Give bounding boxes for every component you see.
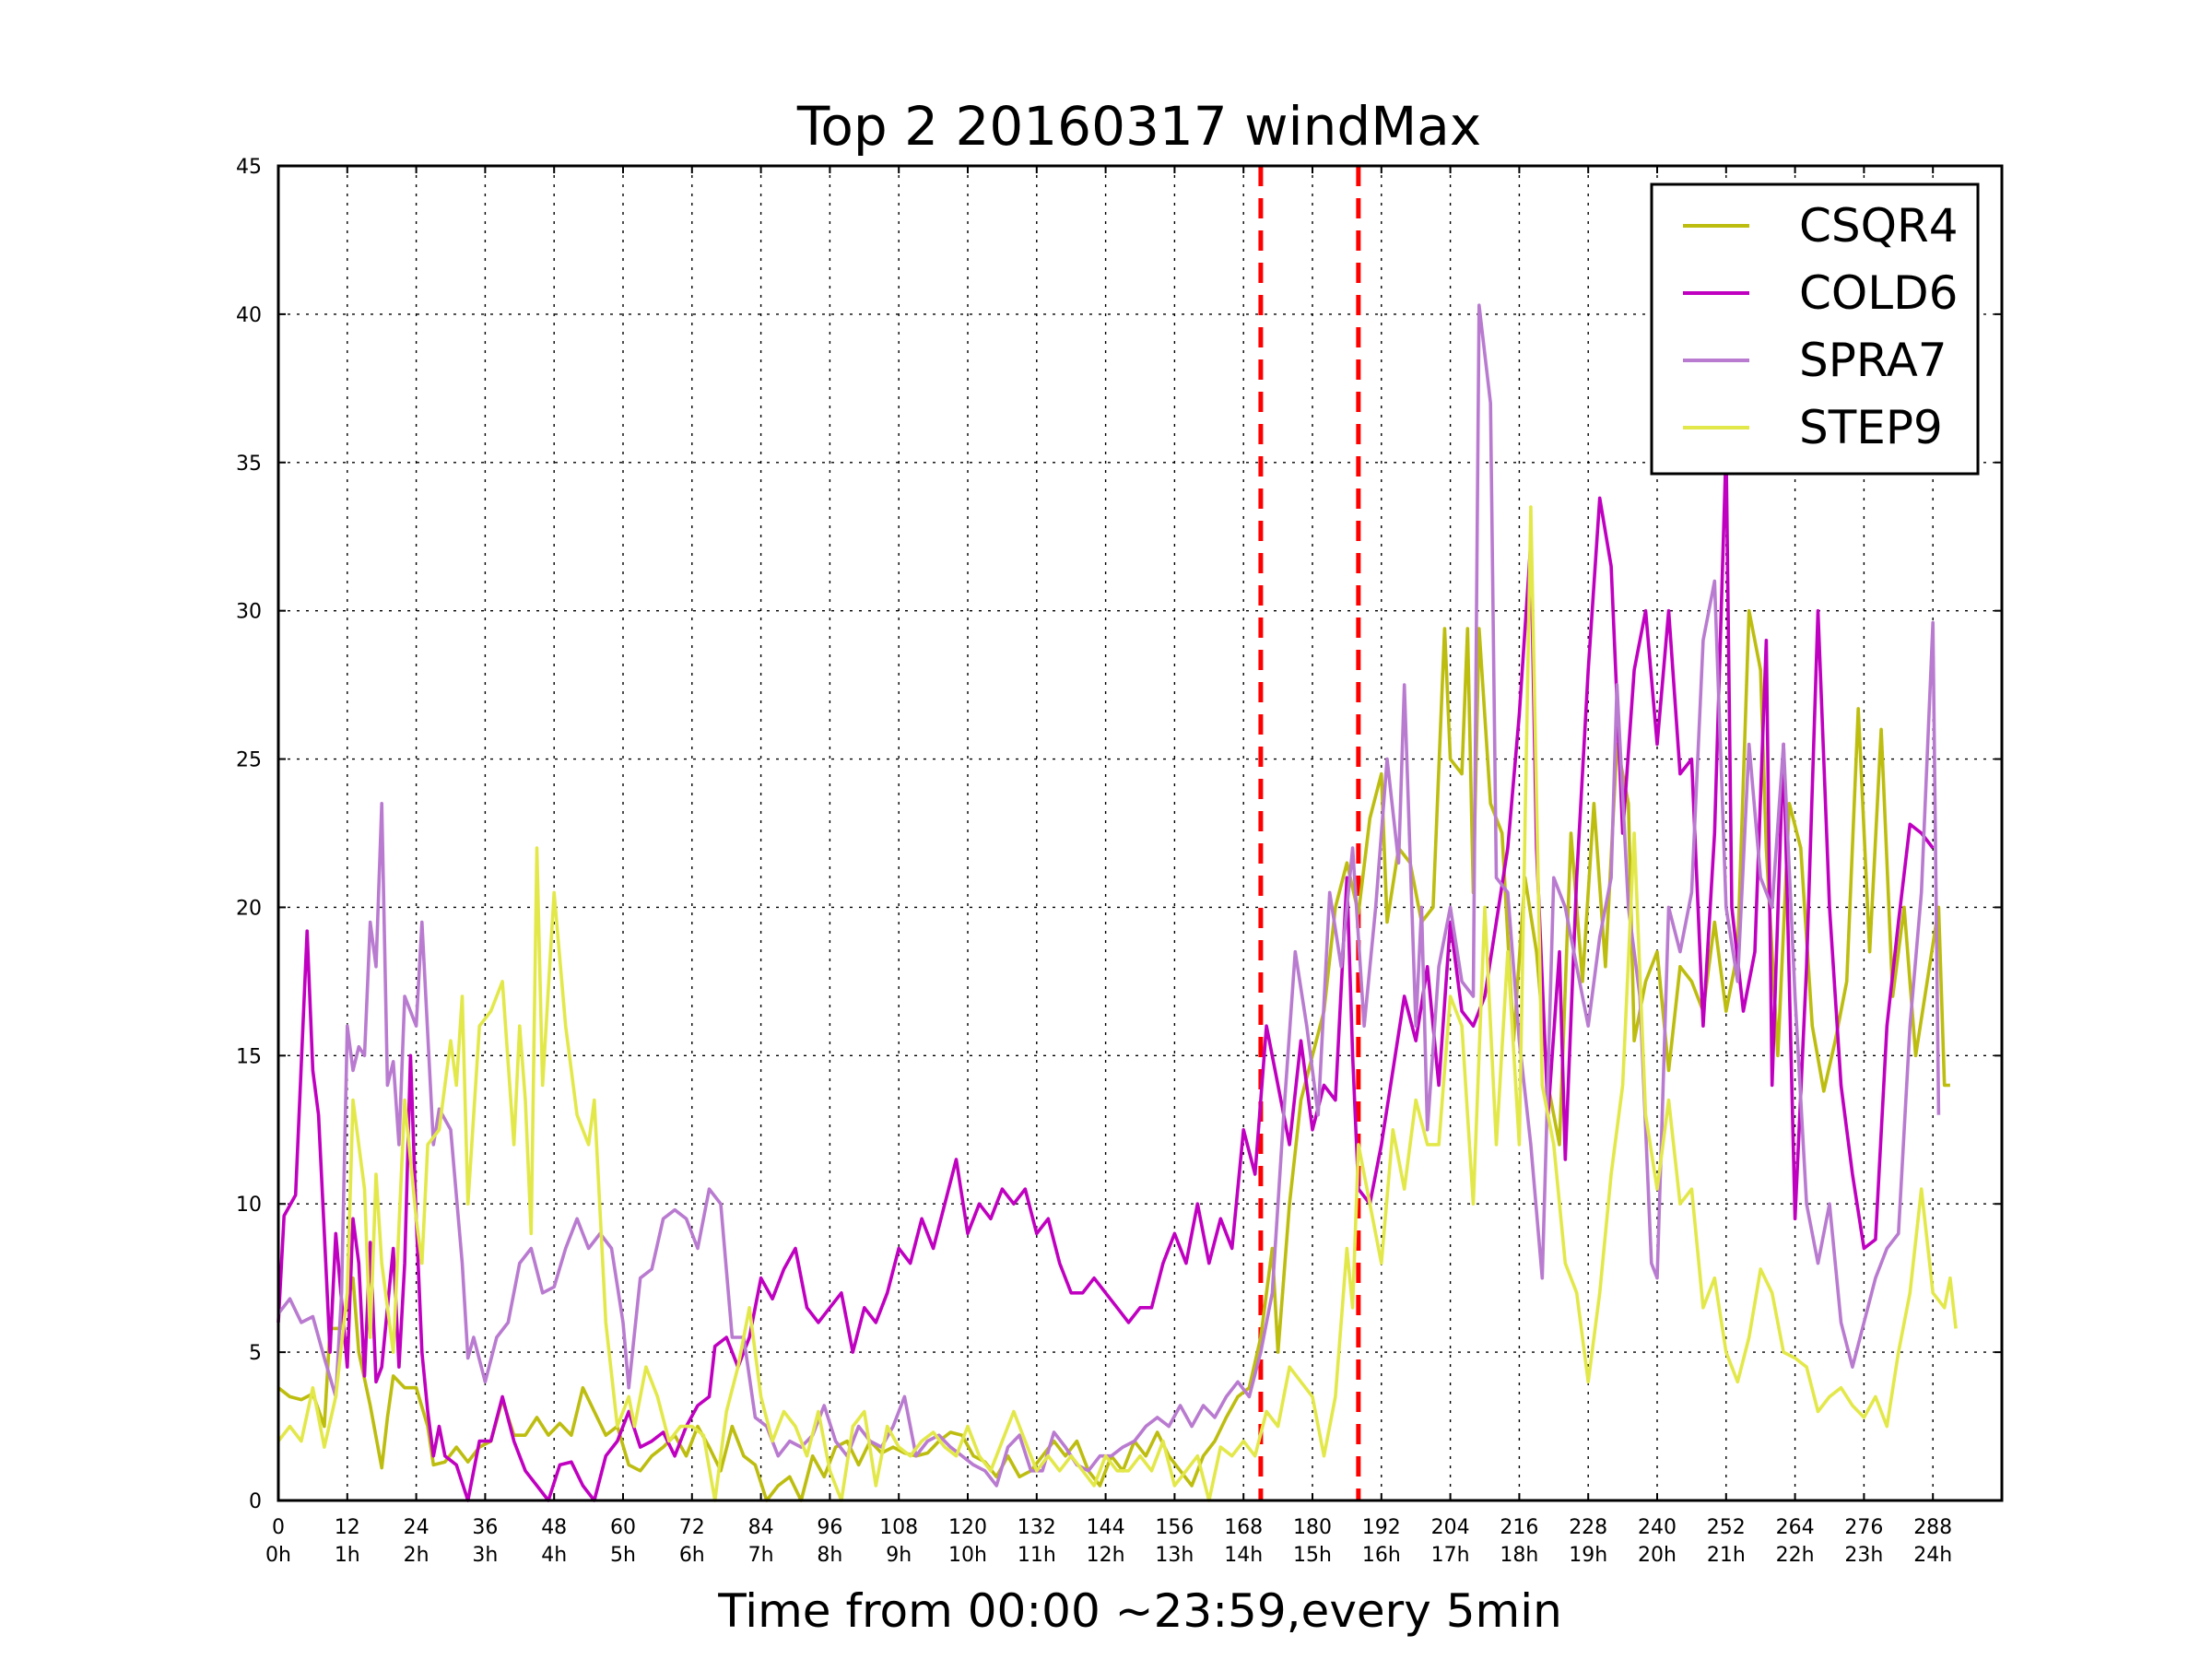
legend-label-cold6: COLD6 [1799,266,1958,320]
series-line-spra7 [276,303,1941,1488]
x-axis-label: Time from 00:00 ~23:59,every 5min [717,1584,1562,1638]
series-line-step9 [276,505,1958,1502]
x-tick-sublabel: 19h [1569,1544,1607,1567]
y-axis-ticks: 0 5 10 15 20 25 30 35 40 45 [236,156,2002,1513]
x-tick-label: 192 [1362,1516,1401,1539]
x-tick-sublabel: 9h [886,1544,912,1567]
x-tick-label: 132 [1018,1516,1056,1539]
x-tick-sublabel: 18h [1500,1544,1538,1567]
legend-label-spra7: SPRA7 [1799,334,1947,387]
x-tick-sublabel: 20h [1638,1544,1677,1567]
x-tick-sublabel: 13h [1155,1544,1194,1567]
x-tick-label: 276 [1844,1516,1883,1539]
vertical-marker-layer [1258,166,1361,1500]
x-tick-label: 252 [1707,1516,1746,1539]
x-tick-sublabel: 12h [1087,1544,1125,1567]
x-tick-sublabel: 16h [1362,1544,1401,1567]
x-tick-label: 36 [472,1516,498,1539]
x-tick-sublabel: 11h [1018,1544,1056,1567]
chart-title: Top 2 20160317 windMax [796,95,1481,158]
legend-label-csqr4: CSQR4 [1799,199,1959,253]
x-tick-label: 156 [1155,1516,1194,1539]
series-line-csqr4 [276,608,1950,1502]
y-tick-label: 0 [249,1490,262,1513]
x-tick-label: 288 [1913,1516,1952,1539]
x-tick-sublabel: 10h [948,1544,987,1567]
x-tick-sublabel: 17h [1431,1544,1470,1567]
y-tick-label: 25 [236,749,262,772]
x-tick-label: 216 [1500,1516,1538,1539]
x-tick-label: 180 [1293,1516,1332,1539]
x-tick-sublabel: 2h [404,1544,429,1567]
x-tick-sublabel: 22h [1776,1544,1815,1567]
x-tick-label: 60 [610,1516,636,1539]
y-tick-label: 10 [236,1194,262,1217]
x-tick-label: 168 [1224,1516,1263,1539]
plot-frame [276,164,2004,1502]
y-tick-label: 5 [249,1342,262,1365]
legend: CSQR4 COLD6 SPRA7 STEP9 [1650,182,1980,476]
x-tick-sublabel: 1h [335,1544,360,1567]
x-tick-label: 24 [404,1516,429,1539]
x-tick-sublabel: 15h [1293,1544,1332,1567]
legend-box [1650,182,1980,476]
series-line-cold6 [276,445,1935,1502]
x-tick-sublabel: 7h [748,1544,774,1567]
x-tick-label: 240 [1638,1516,1677,1539]
x-tick-label: 204 [1431,1516,1470,1539]
y-tick-label: 40 [236,304,262,327]
x-tick-label: 108 [879,1516,918,1539]
y-tick-label: 20 [236,897,262,920]
x-tick-sublabel: 6h [679,1544,705,1567]
y-tick-label: 30 [236,601,262,624]
x-tick-label: 12 [335,1516,360,1539]
x-tick-sublabel: 5h [610,1544,636,1567]
x-tick-label: 84 [748,1516,774,1539]
y-tick-label: 45 [236,156,262,179]
x-tick-label: 264 [1776,1516,1815,1539]
legend-label-step9: STEP9 [1799,401,1943,454]
y-tick-label: 15 [236,1045,262,1068]
x-tick-sublabel: 23h [1844,1544,1883,1567]
x-tick-label: 228 [1569,1516,1607,1539]
x-tick-label: 96 [817,1516,842,1539]
x-tick-label: 0 [272,1516,285,1539]
x-tick-sublabel: 24h [1913,1544,1952,1567]
x-tick-sublabel: 0h [265,1544,291,1567]
x-tick-sublabel: 3h [472,1544,498,1567]
x-tick-label: 120 [948,1516,987,1539]
x-tick-label: 144 [1087,1516,1125,1539]
x-tick-sublabel: 8h [817,1544,842,1567]
y-tick-label: 35 [236,453,262,476]
x-axis-ticks: 0 0h 12 1h 24 2h 36 3h 48 4h 60 5h 72 6h 84 7h 96 8h 108 9h… [265,166,1952,1567]
series-layer [276,303,1958,1502]
x-tick-sublabel: 14h [1224,1544,1263,1567]
x-tick-label: 72 [679,1516,705,1539]
x-tick-sublabel: 4h [541,1544,567,1567]
x-tick-label: 48 [541,1516,567,1539]
x-tick-sublabel: 21h [1707,1544,1746,1567]
